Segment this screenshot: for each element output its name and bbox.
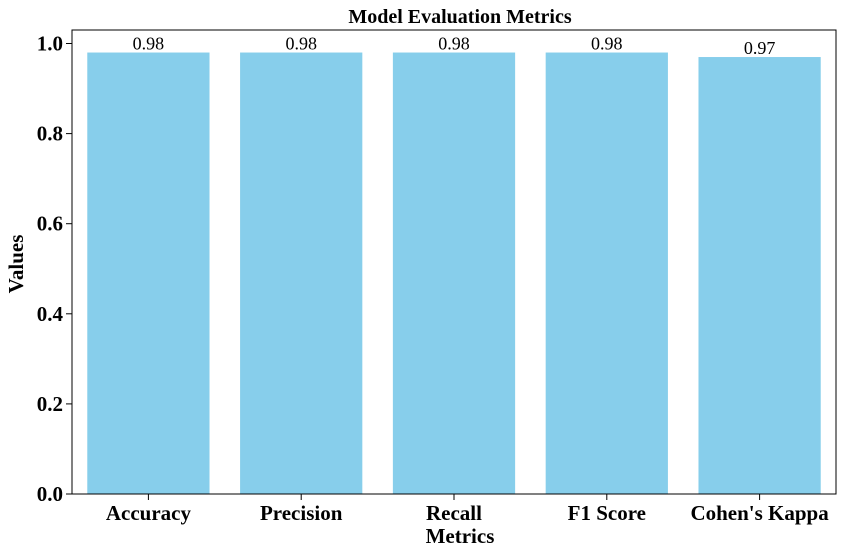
y-tick-label: 1.0	[37, 32, 63, 56]
y-tick-label: 0.2	[37, 392, 63, 416]
bar	[698, 57, 821, 495]
y-axis-label: Values	[4, 235, 28, 294]
x-tick-label: Recall	[426, 501, 482, 525]
bar	[392, 52, 516, 495]
bar	[545, 52, 668, 495]
bar-value-label: 0.98	[438, 34, 470, 54]
y-tick-label: 0.8	[37, 122, 63, 146]
bar-value-label: 0.98	[133, 34, 165, 54]
plot-area: 0.0 0.2 0.4 0.6 0.8 1.0 0.98 Accuracy 0.98 Precis…	[37, 32, 829, 525]
y-tick-label: 0.4	[37, 302, 64, 326]
y-tick-label: 0.6	[37, 212, 63, 236]
y-tick-label: 0.0	[37, 482, 63, 506]
x-tick-label: Cohen's Kappa	[690, 501, 829, 525]
x-axis-label: Metrics	[426, 524, 495, 548]
x-tick-label: Accuracy	[106, 501, 192, 525]
bar	[240, 52, 363, 495]
chart-title: Model Evaluation Metrics	[348, 6, 572, 28]
x-tick-label: Precision	[260, 501, 343, 525]
bar-value-label: 0.98	[285, 34, 317, 54]
plot-frame	[71, 29, 837, 495]
bar	[87, 52, 210, 495]
bar-value-label: 0.97	[744, 38, 776, 58]
x-tick-label: F1 Score	[568, 501, 646, 525]
bar-value-label: 0.98	[591, 34, 623, 54]
